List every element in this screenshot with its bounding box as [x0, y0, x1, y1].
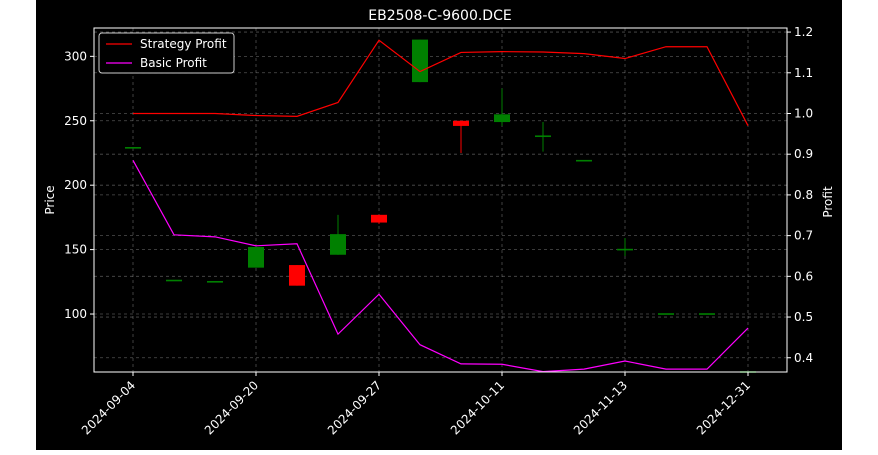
x-tick-label: 2024-09-20 [202, 378, 261, 437]
right-tick-label: 1.1 [794, 66, 813, 80]
x-axis-ticks: 2024-09-04 2024-09-20 2024-09-27 2024-10-11… [79, 372, 753, 437]
candle-body [125, 147, 141, 149]
chart-svg: 100 150 200 250 300 0.4 0.5 0.6 0.7 0.8 0.9 1.0 1.1… [43, 8, 835, 437]
right-tick-label: 0.6 [794, 269, 813, 283]
x-tick-label: 2024-10-11 [448, 378, 507, 437]
left-tick-label: 100 [64, 307, 87, 321]
x-tick-label: 2024-12-31 [694, 378, 753, 437]
right-tick-label: 0.5 [794, 310, 813, 324]
candle-body [166, 279, 182, 282]
candle-body [412, 39, 428, 83]
left-tick-label: 150 [64, 243, 87, 257]
candle-body [248, 247, 264, 268]
candle-body [289, 265, 305, 286]
right-tick-label: 0.4 [794, 351, 813, 365]
legend-box [98, 32, 235, 74]
left-tick-label: 250 [64, 114, 87, 128]
left-tick-label: 300 [64, 49, 87, 63]
line-series-strategy-profit [133, 39, 749, 126]
left-axis-label: Price [43, 185, 57, 214]
candle-body [494, 114, 510, 123]
right-axis-label: Profit [821, 186, 835, 218]
x-tick-label: 2024-09-04 [79, 378, 138, 437]
profit-lines [132, 39, 749, 373]
right-tick-label: 0.8 [794, 188, 813, 202]
left-axis-ticks: 100 150 200 250 300 [64, 49, 94, 321]
right-tick-label: 1.0 [794, 106, 813, 120]
right-tick-label: 1.2 [794, 25, 813, 39]
legend-label-strategy: Strategy Profit [140, 37, 227, 51]
right-axis-ticks: 0.4 0.5 0.6 0.7 0.8 0.9 1.0 1.1 1.2 [787, 25, 813, 365]
chart-figure: 100 150 200 250 300 0.4 0.5 0.6 0.7 0.8 0.9 1.0 1.1… [36, 0, 842, 450]
x-tick-label: 2024-09-27 [325, 378, 384, 437]
grid-lines [94, 28, 787, 372]
x-tick-label: 2024-11-13 [571, 378, 630, 437]
candle-body [371, 214, 387, 223]
candle-body [535, 135, 551, 138]
candle-body [617, 248, 633, 251]
chart-title: EB2508-C-9600.DCE [368, 8, 511, 24]
candle-body [576, 159, 592, 162]
candle-body [453, 120, 469, 126]
right-tick-label: 0.7 [794, 229, 813, 243]
line-series-basic-profit [132, 160, 749, 373]
left-tick-label: 200 [64, 178, 87, 192]
plot-frame [93, 27, 788, 373]
legend-label-basic: Basic Profit [140, 56, 207, 70]
candle-body [699, 313, 715, 315]
candle-body [207, 281, 223, 283]
candle-body [658, 313, 674, 315]
plot-background [94, 28, 787, 372]
right-tick-label: 0.9 [794, 147, 813, 161]
legend: Strategy Profit Basic Profit [98, 32, 235, 74]
candle-body [330, 234, 346, 255]
